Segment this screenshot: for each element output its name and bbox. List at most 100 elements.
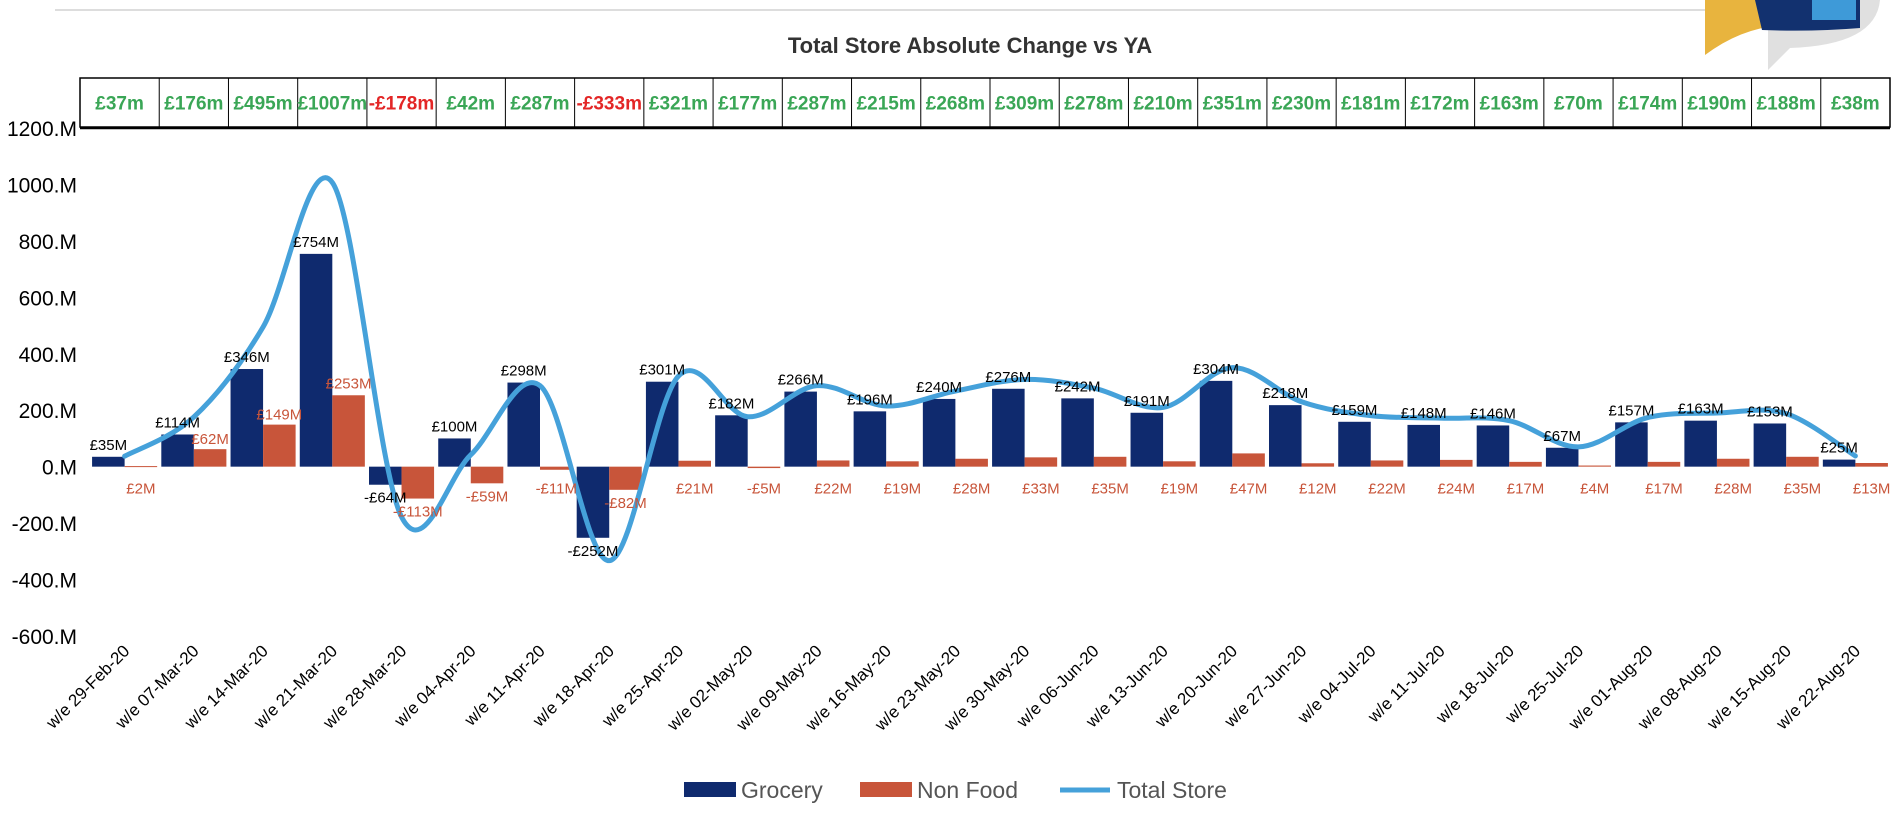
grocery-data-label: £240M: [916, 379, 962, 396]
non-food-bar: [263, 424, 296, 467]
non-food-bar: [955, 458, 988, 467]
y-tick-label: 400.M: [19, 344, 77, 367]
non-food-bar: [540, 466, 573, 470]
totals-table-cell: £495m: [233, 94, 292, 115]
non-food-bar: [886, 461, 919, 467]
totals-table-cell: £181m: [1341, 94, 1400, 115]
non-food-bar: [1509, 461, 1542, 467]
grocery-bar: [1545, 447, 1579, 467]
grocery-bar: [1269, 405, 1302, 467]
grocery-data-label: £298M: [501, 363, 547, 380]
non-food-bar: [1716, 458, 1750, 467]
totals-table-cell: £37m: [95, 94, 144, 115]
non-food-data-label: £149M: [256, 407, 302, 424]
non-food-data-label: £28M: [1714, 481, 1752, 498]
y-tick-label: 600.M: [19, 287, 77, 310]
grocery-bar: [92, 456, 125, 467]
y-tick-label: 0.M: [42, 457, 77, 480]
grocery-data-label: £67M: [1543, 428, 1581, 445]
non-food-data-label: £35M: [1091, 481, 1129, 498]
non-food-bars: [124, 395, 1888, 499]
non-food-bar: [609, 466, 642, 490]
y-tick-label: -200.M: [12, 513, 77, 536]
total-store-line: [122, 175, 1858, 564]
non-food-bar: [1232, 453, 1265, 467]
y-tick-label: -400.M: [12, 570, 77, 593]
y-tick-label: 1200.M: [7, 118, 77, 141]
grocery-data-label: £754M: [293, 234, 339, 251]
grocery-bar: [161, 434, 194, 467]
totals-table-cell: £287m: [510, 94, 569, 115]
non-food-bar: [678, 460, 711, 467]
non-food-data-label: £22M: [814, 481, 852, 498]
totals-table-cell: £230m: [1272, 94, 1331, 115]
x-axis: w/e 29-Feb-20w/e 07-Mar-20w/e 14-Mar-20w…: [42, 641, 1864, 735]
non-food-bar: [124, 466, 158, 468]
non-food-data-labels: £2M £62M £149M £253M -£113M -£59M -£11M -£82M £2…: [126, 375, 1890, 520]
grocery-bar: [784, 391, 817, 467]
y-tick-label: 1000.M: [7, 174, 77, 197]
totals-table-cell: £210m: [1133, 94, 1192, 115]
grocery-bar: [369, 466, 402, 485]
grocery-data-label: £100M: [432, 418, 478, 435]
grocery-bar: [230, 369, 264, 467]
non-food-data-label: £24M: [1438, 481, 1476, 498]
chart-title: Total Store Absolute Change vs YA: [788, 33, 1152, 58]
non-food-data-label: £19M: [884, 481, 922, 498]
grocery-data-label: £157M: [1608, 402, 1654, 419]
non-food-data-label: £21M: [676, 481, 714, 498]
totals-table-cell: £176m: [164, 94, 223, 115]
non-food-data-label: -£11M: [536, 481, 577, 498]
grocery-data-label: £35M: [90, 437, 128, 454]
non-food-bar: [1647, 461, 1681, 467]
non-food-data-label: £12M: [1299, 481, 1337, 498]
grocery-bar: [922, 398, 956, 467]
grocery-bar: [1130, 412, 1164, 467]
grocery-bar: [1822, 459, 1856, 467]
grocery-bar: [715, 415, 748, 467]
grocery-data-label: £276M: [985, 369, 1031, 386]
legend-swatch: [860, 782, 912, 797]
non-food-bar: [1786, 456, 1819, 467]
legend: Grocery Non Food Total Store: [684, 777, 1227, 803]
non-food-bar: [1578, 465, 1611, 467]
non-food-bar: [332, 395, 365, 467]
non-food-data-label: -£5M: [747, 481, 781, 498]
grocery-data-label: £191M: [1124, 393, 1170, 410]
grocery-data-label: £146M: [1470, 405, 1516, 422]
grocery-data-label: -£252M: [568, 543, 619, 560]
totals-table-cell: £38m: [1831, 94, 1880, 115]
non-food-data-label: £2M: [126, 481, 155, 498]
grocery-data-label: £182M: [708, 395, 754, 412]
y-tick-label: -600.M: [12, 626, 77, 649]
totals-table-cell: £188m: [1757, 94, 1816, 115]
non-food-data-label: -£82M: [604, 495, 647, 512]
non-food-data-label: £35M: [1784, 481, 1822, 498]
y-tick-label: 800.M: [19, 231, 77, 254]
grocery-data-label: £266M: [778, 372, 824, 389]
grocery-bar: [1753, 423, 1787, 467]
legend-item-total-store: Total Store: [1060, 777, 1227, 803]
grocery-bar: [1338, 421, 1371, 467]
grocery-data-label: £148M: [1401, 405, 1447, 422]
non-food-bar: [1163, 461, 1196, 467]
non-food-data-label: £22M: [1368, 481, 1406, 498]
legend-item-grocery: Grocery: [684, 777, 823, 803]
grocery-data-label: £163M: [1678, 401, 1724, 418]
grocery-data-label: £304M: [1193, 361, 1239, 378]
non-food-data-label: £13M: [1853, 481, 1891, 498]
legend-item-non-food: Non Food: [860, 777, 1018, 803]
grocery-data-label: £159M: [1332, 402, 1378, 419]
totals-table-cell: £172m: [1410, 94, 1469, 115]
non-food-bar: [1093, 456, 1127, 467]
grocery-data-label: £346M: [224, 349, 270, 366]
legend-swatch: [684, 782, 736, 797]
legend-label: Grocery: [741, 777, 823, 803]
totals-table-cell: £321m: [649, 94, 708, 115]
grocery-bar: [1061, 398, 1094, 467]
non-food-bar: [747, 466, 781, 469]
totals-table: £37m £176m £495m £1007m -£178m £42m £287m -£333…: [79, 77, 1891, 130]
grocery-data-label: £218M: [1262, 385, 1308, 402]
totals-table-cell: £190m: [1687, 94, 1746, 115]
non-food-data-label: £19M: [1161, 481, 1199, 498]
